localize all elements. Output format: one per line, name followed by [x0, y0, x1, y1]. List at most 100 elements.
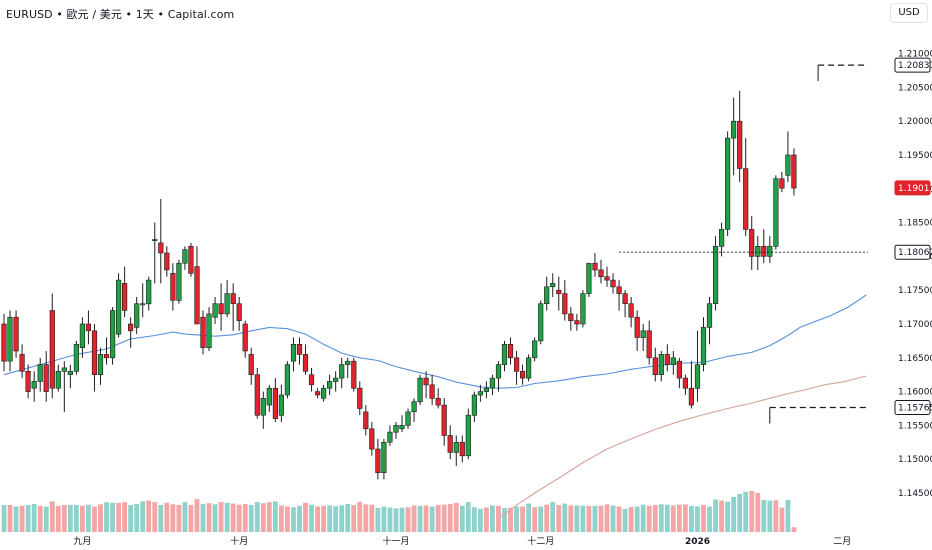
candle-up — [471, 391, 478, 422]
candle-body — [712, 246, 719, 305]
volume-bar — [285, 506, 290, 532]
candle-up — [333, 371, 339, 392]
candle-up — [712, 236, 719, 311]
candle-body — [194, 266, 200, 325]
volume-bar — [140, 501, 146, 532]
candle-body — [266, 387, 272, 406]
candle-down — [562, 280, 568, 321]
candle-down — [441, 398, 447, 446]
candle-body — [176, 262, 182, 301]
candle-down — [194, 246, 200, 325]
candle-body — [658, 354, 664, 375]
currency-button[interactable]: USD — [890, 3, 928, 23]
candle-body — [779, 178, 785, 189]
volume-bar — [315, 506, 320, 532]
candle-body — [574, 320, 580, 325]
candle-body — [694, 364, 701, 389]
candle-body — [242, 323, 248, 352]
candle-down — [688, 361, 694, 409]
candle-down — [308, 367, 315, 392]
candle-up — [538, 300, 544, 345]
volume-bar — [471, 507, 477, 532]
candle-body — [737, 120, 743, 169]
candle-up — [773, 175, 779, 250]
candle-down — [791, 148, 797, 196]
candle-down — [628, 297, 634, 328]
volume-bar — [200, 503, 206, 532]
candle-up — [453, 435, 459, 466]
candle-body — [773, 178, 779, 247]
candle-body — [363, 411, 369, 430]
price-tag-label: 1.15765 — [898, 404, 932, 414]
volume-bar — [544, 504, 550, 532]
price-tick-label: 1.19500 — [898, 151, 932, 161]
price-tag — [894, 180, 931, 196]
candle-up — [290, 337, 297, 372]
candle-down — [429, 374, 435, 406]
candle-up — [405, 408, 411, 429]
candle-up — [146, 276, 152, 311]
candle-up — [134, 297, 140, 335]
candle-down — [682, 374, 688, 395]
candle-body — [182, 249, 188, 264]
candle-up — [55, 364, 61, 392]
volume-bar — [387, 507, 393, 532]
volume-bar — [737, 493, 743, 532]
volume-bar — [484, 507, 489, 532]
volume-bar — [634, 506, 640, 532]
volume-bar — [514, 506, 519, 532]
candle-up — [381, 438, 387, 480]
volume-bar — [73, 505, 79, 532]
candle-down — [13, 310, 19, 358]
price-tag-label: 1.20831 — [898, 61, 932, 71]
volume-bar — [297, 505, 302, 532]
candle-body — [326, 381, 333, 389]
slow-moving-average-line — [498, 375, 867, 520]
candle-down — [646, 320, 652, 365]
candle-up — [79, 317, 85, 358]
candle-body — [761, 246, 767, 257]
candle-body — [399, 425, 405, 430]
candle-body — [405, 411, 411, 426]
volume-bar — [689, 505, 694, 532]
volume-bar — [477, 508, 483, 532]
candle-body — [164, 252, 170, 271]
candle-up — [140, 283, 146, 318]
volume-bar — [767, 500, 773, 532]
volume-bar — [272, 501, 278, 532]
time-tick-label: 十二月 — [527, 535, 554, 547]
volume-bar — [61, 505, 67, 532]
candle-down — [43, 351, 49, 402]
candle-up — [182, 246, 188, 270]
candle-down — [743, 138, 749, 237]
candle-body — [519, 370, 526, 379]
time-tick-label: 十一月 — [382, 535, 409, 547]
candle-down — [351, 357, 357, 392]
candle-down — [103, 337, 110, 365]
volume-bar — [676, 504, 682, 532]
price-axis[interactable]: 1.210001.205001.200001.195001.190001.185… — [868, 24, 932, 550]
candle-body — [640, 330, 646, 338]
candle-body — [447, 435, 453, 453]
candle-down — [604, 266, 610, 287]
candle-body — [128, 323, 134, 332]
candle-down — [170, 263, 176, 311]
candle-down — [634, 310, 640, 351]
candle-body — [339, 364, 345, 379]
volume-bar — [67, 505, 73, 532]
price-tag — [894, 57, 931, 73]
candle-body — [664, 354, 670, 365]
level-layer — [619, 64, 868, 424]
candle-up — [37, 357, 43, 392]
volume-bar — [658, 504, 664, 532]
candle-up — [658, 351, 664, 382]
time-axis[interactable]: 九月 十月 十一月 十二月 2026 二月 — [0, 532, 868, 550]
volume-bar — [260, 503, 266, 532]
price-tick-label: 1.16500 — [898, 354, 932, 364]
candle-up — [260, 391, 266, 429]
volume-bar — [98, 504, 103, 532]
candle-up — [387, 425, 393, 446]
candle-body — [423, 377, 429, 386]
volume-bar — [713, 499, 718, 532]
